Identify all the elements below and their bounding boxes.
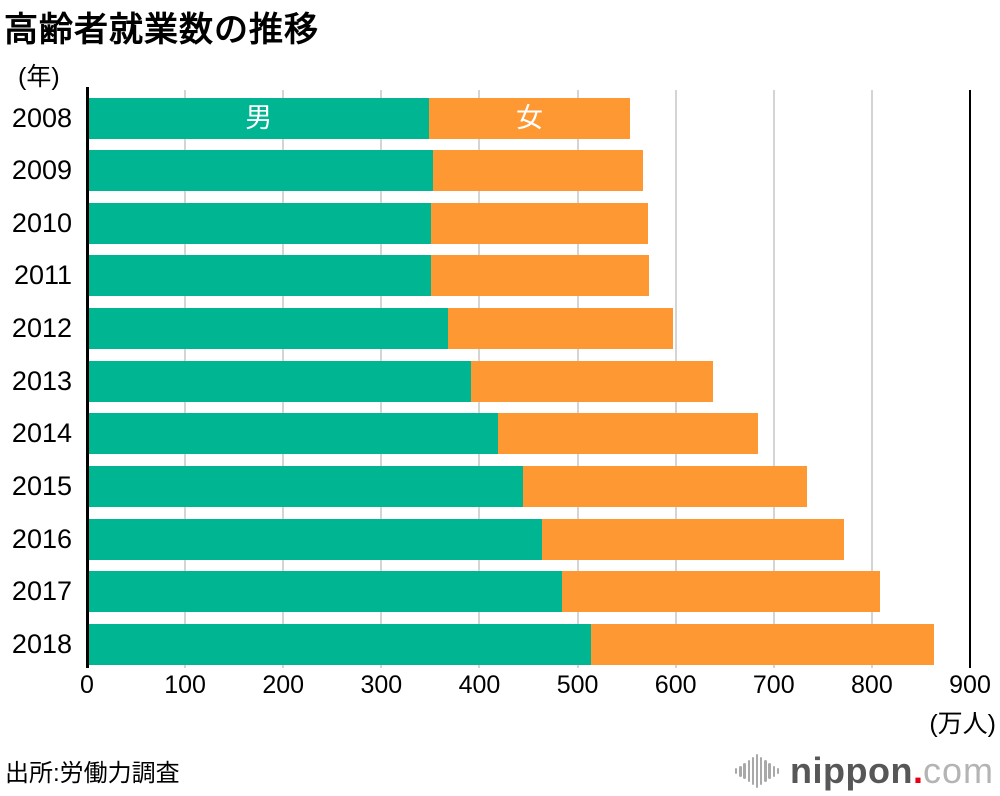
bar-segment-female-2011 — [430, 255, 649, 297]
x-tick-label: 800 — [851, 671, 893, 699]
bar-segment-male-2014 — [88, 413, 498, 455]
x-tick-label: 900 — [949, 671, 991, 699]
bar-segment-male-2009 — [88, 150, 433, 192]
bar-segment-female-2015 — [523, 466, 807, 508]
gridline — [772, 90, 775, 668]
bar-row-2015 — [88, 466, 807, 508]
bar-row-2010 — [88, 202, 648, 244]
bar-segment-female-2010 — [430, 202, 648, 244]
bar-segment-female-2013 — [471, 360, 714, 402]
nippon-com-logo: nippon . com — [734, 749, 994, 793]
y-axis-line — [85, 87, 89, 668]
year-label-2013: 2013 — [11, 365, 72, 396]
bar-segment-male-2018 — [88, 624, 591, 666]
bar-segment-female-2014 — [497, 413, 758, 455]
bar-row-2009 — [88, 150, 643, 192]
x-tick-label: 500 — [556, 671, 599, 699]
bar-segment-male-2015 — [88, 466, 524, 508]
bar-segment-male-2016 — [88, 518, 542, 560]
bar-segment-female-2018 — [590, 624, 935, 666]
bar-segment-male-2012 — [88, 308, 448, 350]
y-axis-unit-label: (年) — [18, 63, 60, 91]
x-tick-label: 600 — [654, 671, 697, 699]
year-label-2015: 2015 — [11, 471, 72, 502]
logo-dot: . — [912, 750, 923, 791]
bar-segment-female-2016 — [541, 518, 844, 560]
x-tick-label: 300 — [360, 671, 403, 699]
series-label-female: 女 — [516, 102, 543, 133]
bar-segment-male-2017 — [88, 571, 563, 613]
year-label-2011: 2011 — [13, 260, 72, 291]
bar-segment-female-2008: 女 — [428, 97, 631, 139]
series-label-male: 男 — [245, 102, 273, 133]
x-tick-label: 200 — [262, 671, 305, 699]
gridline — [870, 90, 873, 668]
bar-row-2011 — [88, 255, 649, 297]
bar-segment-female-2012 — [447, 308, 674, 350]
plot-right-border — [968, 90, 972, 668]
year-label-2012: 2012 — [11, 313, 72, 344]
x-tick-label: 0 — [80, 671, 94, 699]
bar-segment-female-2009 — [432, 150, 643, 192]
bar-segment-male-2008: 男 — [88, 97, 429, 139]
bar-row-2012 — [88, 308, 674, 350]
bar-row-2013 — [88, 360, 714, 402]
x-tick-label: 400 — [458, 671, 501, 699]
bar-row-2008: 男女 — [88, 97, 631, 139]
x-axis-unit-label: (万人) — [929, 710, 996, 738]
bar-segment-male-2013 — [88, 360, 472, 402]
soundwave-bars-icon — [734, 753, 780, 789]
year-label-2009: 2009 — [11, 155, 72, 186]
year-label-2014: 2014 — [11, 418, 72, 449]
year-label-2016: 2016 — [11, 523, 72, 554]
bar-row-2014 — [88, 413, 758, 455]
chart-title: 高齢者就業数の推移 — [4, 11, 319, 49]
year-label-2017: 2017 — [11, 576, 72, 607]
x-tick-label: 100 — [164, 671, 206, 699]
logo-suffix-text: com — [922, 750, 994, 791]
bar-row-2017 — [88, 571, 881, 613]
source-note: 出所:労働力調査 — [5, 760, 180, 787]
x-tick-label: 700 — [752, 671, 795, 699]
year-label-2018: 2018 — [11, 629, 72, 660]
year-label-2010: 2010 — [11, 207, 72, 238]
bar-row-2016 — [88, 518, 844, 560]
bar-row-2018 — [88, 624, 935, 666]
bar-segment-female-2017 — [562, 571, 881, 613]
bar-segment-male-2010 — [88, 202, 431, 244]
bar-segment-male-2011 — [88, 255, 431, 297]
year-label-2008: 2008 — [11, 102, 72, 133]
logo-name-text: nippon — [790, 750, 913, 791]
